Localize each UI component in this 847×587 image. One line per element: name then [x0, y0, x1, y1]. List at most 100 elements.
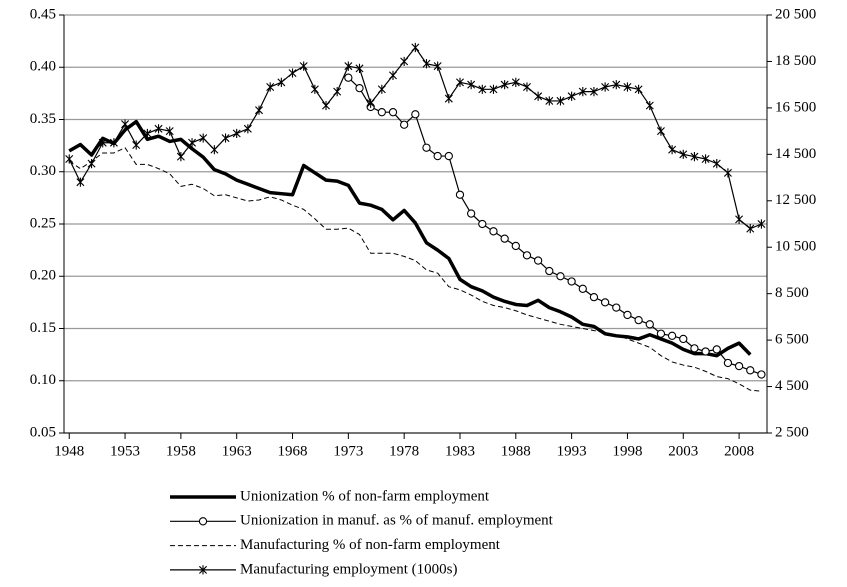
- marker: [679, 149, 688, 159]
- marker: [344, 73, 353, 82]
- marker: [668, 145, 677, 155]
- marker: [87, 159, 96, 169]
- marker: [199, 133, 208, 143]
- marker: [656, 329, 666, 338]
- marker: [500, 234, 509, 243]
- marker: [65, 154, 74, 164]
- marker: [589, 87, 598, 97]
- marker: [366, 98, 375, 108]
- marker: [411, 110, 420, 119]
- marker: [578, 284, 587, 293]
- marker: [723, 168, 732, 178]
- marker: [712, 345, 721, 354]
- y2-tick-label: 16 500: [775, 99, 816, 115]
- x-tick-label: 1993: [557, 443, 587, 459]
- x-tick-label: 1958: [166, 443, 196, 459]
- y2-tick-label: 6 500: [775, 332, 809, 348]
- marker: [455, 190, 465, 199]
- marker: [154, 124, 163, 134]
- marker: [545, 266, 554, 276]
- marker: [277, 77, 286, 87]
- y2-tick-label: 14 500: [775, 146, 816, 162]
- y2-tick-label: 12 500: [775, 192, 816, 208]
- x-tick-label: 1988: [501, 443, 531, 459]
- marker: [388, 108, 398, 117]
- marker: [522, 82, 531, 92]
- marker: [612, 80, 621, 90]
- y-tick-label: 0.30: [30, 163, 56, 179]
- y-tick-label: 0.20: [30, 268, 56, 284]
- marker: [455, 77, 464, 87]
- marker: [601, 82, 610, 92]
- legend-label: Unionization % of non-farm employment: [240, 488, 490, 504]
- marker: [109, 138, 118, 148]
- y2-tick-label: 4 500: [775, 378, 809, 394]
- marker: [489, 84, 498, 94]
- marker: [757, 219, 766, 229]
- marker: [210, 145, 219, 155]
- x-tick-label: 2008: [724, 443, 754, 459]
- marker: [221, 133, 230, 143]
- marker: [578, 87, 587, 97]
- marker: [444, 94, 453, 104]
- marker: [567, 277, 576, 286]
- marker: [400, 56, 409, 67]
- legend-label: Manufacturing employment (1000s): [240, 561, 457, 577]
- marker: [489, 227, 498, 236]
- marker: [612, 303, 621, 312]
- marker: [165, 126, 174, 136]
- series-line: [68, 119, 752, 358]
- marker: [255, 105, 264, 115]
- marker: [478, 84, 487, 94]
- marker: [389, 70, 397, 80]
- marker: [634, 84, 643, 94]
- x-tick-label: 1983: [445, 443, 475, 459]
- marker: [522, 251, 532, 260]
- marker: [511, 77, 520, 87]
- marker: [656, 126, 665, 136]
- marker: [310, 84, 319, 94]
- marker: [600, 298, 610, 307]
- y-tick-label: 0.40: [30, 59, 56, 75]
- marker: [76, 177, 85, 187]
- series-line: [68, 46, 762, 230]
- x-tick-label: 1948: [54, 443, 84, 459]
- marker: [645, 320, 654, 329]
- marker: [634, 315, 643, 325]
- y-tick-label: 0.35: [30, 111, 56, 127]
- marker: [355, 84, 364, 93]
- marker: [433, 151, 442, 161]
- marker: [422, 143, 431, 152]
- marker: [567, 91, 576, 101]
- marker: [701, 347, 710, 356]
- marker: [266, 82, 275, 92]
- marker: [433, 61, 442, 71]
- marker: [545, 96, 554, 106]
- x-tick-label: 1953: [110, 443, 140, 459]
- marker: [746, 366, 755, 375]
- x-tick-label: 2003: [668, 443, 698, 459]
- marker: [288, 68, 297, 78]
- y-tick-label: 0.05: [30, 424, 56, 440]
- marker: [377, 108, 386, 117]
- marker: [299, 61, 308, 71]
- legend-marker: [199, 565, 207, 575]
- y-tick-label: 0.45: [30, 6, 56, 22]
- marker: [723, 358, 733, 368]
- marker: [735, 214, 744, 224]
- marker: [667, 331, 677, 340]
- marker: [556, 96, 565, 106]
- marker: [176, 152, 185, 162]
- marker: [746, 224, 755, 234]
- marker: [188, 138, 197, 148]
- x-tick-label: 1978: [389, 443, 419, 459]
- marker: [589, 292, 599, 302]
- y2-tick-label: 10 500: [775, 239, 816, 255]
- series-line: [68, 147, 762, 392]
- marker: [322, 100, 330, 111]
- x-tick-label: 1998: [612, 443, 642, 459]
- y2-tick-label: 8 500: [775, 285, 809, 301]
- y-tick-label: 0.10: [30, 372, 56, 388]
- marker: [534, 91, 543, 101]
